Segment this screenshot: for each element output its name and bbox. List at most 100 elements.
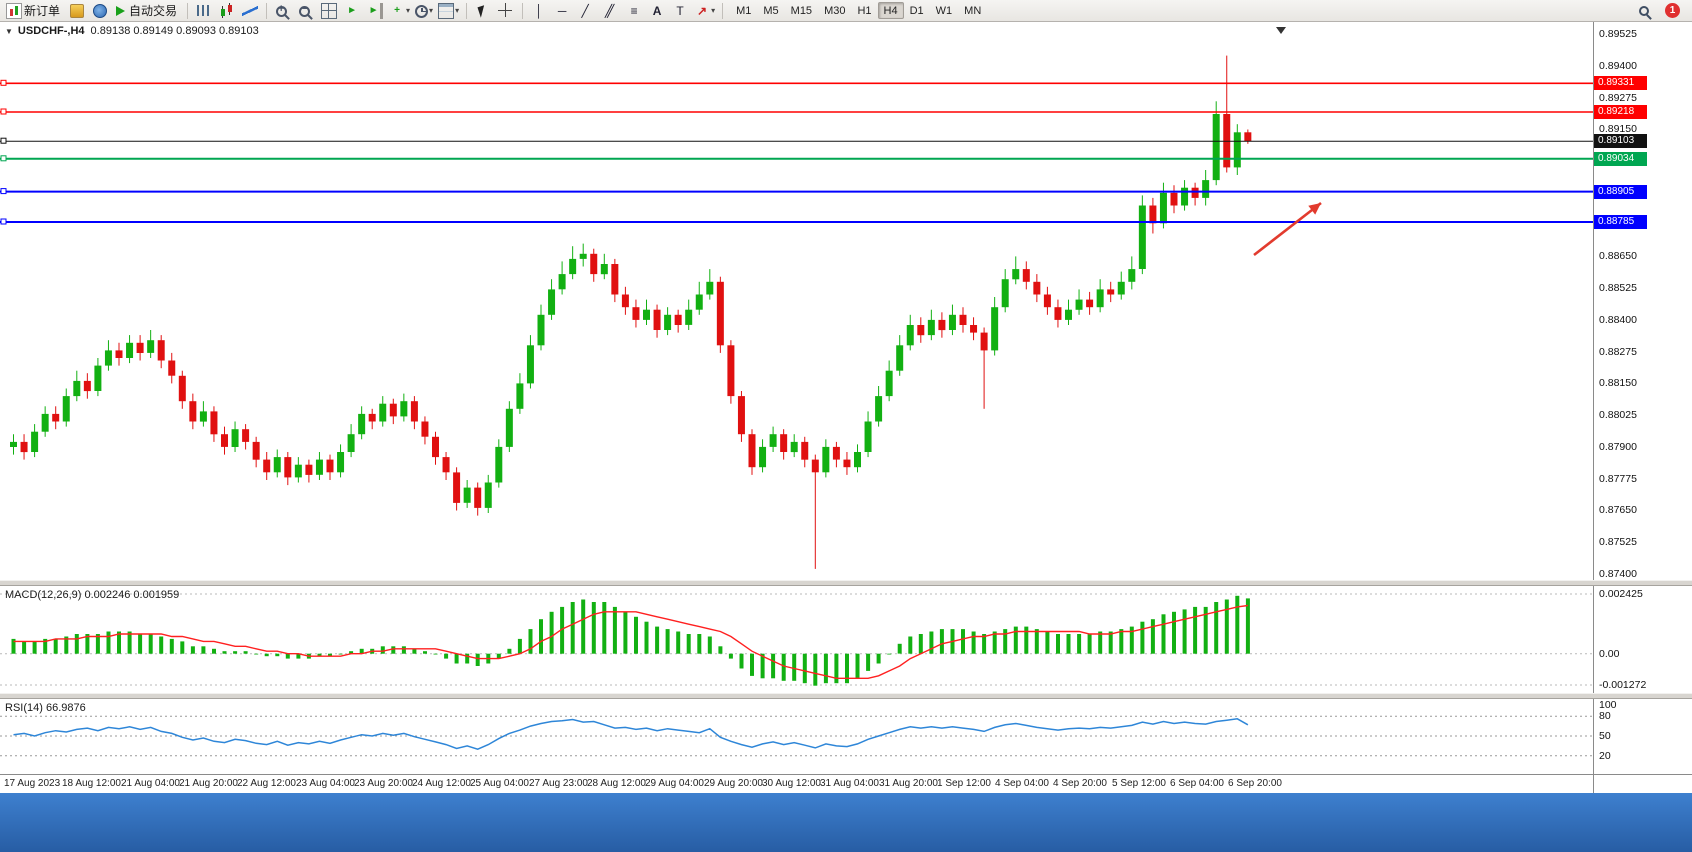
macd-histogram-bar [11, 638, 16, 654]
timeframe-mn-button[interactable]: MN [958, 2, 987, 19]
timeframe-d1-button[interactable]: D1 [904, 2, 930, 19]
candle-body [474, 487, 482, 508]
zoom-out-button[interactable] [295, 1, 317, 21]
timeframe-m1-button[interactable]: M1 [730, 2, 757, 19]
timeframe-m5-button[interactable]: M5 [757, 2, 784, 19]
candle-body [1149, 205, 1157, 224]
macd-histogram-bar [1119, 629, 1124, 654]
price-axis[interactable]: 0.895250.894000.892750.891500.890250.889… [1593, 22, 1692, 580]
market-watch-button[interactable] [66, 1, 88, 21]
navigator-icon [93, 3, 108, 18]
macd-label: MACD(12,26,9) 0.002246 0.001959 [5, 589, 180, 601]
channel-button[interactable]: ╱╱ [597, 1, 622, 21]
chart-shift-button[interactable]: ► [364, 1, 386, 21]
time-axis-corner [1593, 775, 1692, 793]
templates-button[interactable]: ▾ [436, 1, 461, 21]
candle-body [1107, 289, 1115, 295]
arrows-tool-button[interactable]: ↗ ▾ [692, 1, 717, 21]
time-axis[interactable]: 17 Aug 2023 18 Aug 12:00 21 Aug 04:00 21 Au… [0, 774, 1692, 793]
price-axis-label: 0.89150 [1599, 123, 1637, 135]
tile-windows-button[interactable] [318, 1, 340, 21]
time-axis-label: 17 Aug 2023 [4, 778, 61, 789]
macd-signal-line [13, 604, 1248, 680]
bar-chart-button[interactable] [193, 1, 215, 21]
candlestick-chart-button[interactable] [216, 1, 238, 21]
timeframe-h4-button[interactable]: H4 [877, 2, 904, 19]
arrow-annotation[interactable] [1253, 201, 1322, 257]
price-line-handle[interactable] [0, 137, 7, 144]
price-axis-label: 0.87400 [1599, 568, 1637, 580]
auto-scroll-button[interactable]: ► [341, 1, 363, 21]
macd-histogram-bar [1172, 611, 1176, 654]
macd-histogram-bar [1056, 634, 1060, 654]
text-tool-button[interactable]: A [646, 1, 668, 21]
indicators-button[interactable]: + ▾ [387, 1, 412, 21]
macd-chart[interactable] [0, 586, 1594, 693]
candle-body [1022, 269, 1030, 282]
panel-splitter[interactable] [0, 580, 1692, 586]
candle-body [1096, 289, 1104, 308]
macd-histogram-bar [750, 653, 754, 676]
new-order-button[interactable]: 新订单 [4, 1, 65, 21]
price-axis-label: 0.89400 [1599, 60, 1637, 72]
panel-splitter[interactable] [0, 693, 1692, 699]
time-axis-label: 4 Sep 04:00 [995, 778, 1049, 789]
price-chart[interactable] [0, 22, 1594, 580]
candle-body [326, 459, 334, 473]
time-axis-label: 18 Aug 12:00 [62, 778, 121, 789]
search-button[interactable] [1635, 1, 1657, 21]
time-axis-label: 29 Aug 20:00 [704, 778, 763, 789]
auto-trading-button[interactable]: 自动交易 [112, 1, 182, 21]
macd-histogram-bar [169, 638, 174, 654]
price-line-handle[interactable] [0, 108, 7, 115]
macd-histogram-bar [1034, 629, 1039, 654]
price-line-handle[interactable] [0, 155, 7, 162]
rsi-chart[interactable] [0, 699, 1594, 774]
navigator-button[interactable] [89, 1, 111, 21]
toolbar-right: 1 [1635, 1, 1688, 21]
chart-collapse-icon[interactable]: ▼ [5, 26, 13, 36]
crosshair-button[interactable] [495, 1, 517, 21]
macd-histogram-bar [591, 602, 596, 654]
text-label-button[interactable]: T [669, 1, 691, 21]
timeframe-h1-button[interactable]: H1 [851, 2, 877, 19]
macd-histogram-bar [328, 653, 332, 657]
candle-body [242, 429, 250, 442]
trendline-button[interactable]: ╱ [574, 1, 596, 21]
fibonacci-button[interactable]: ≡ [623, 1, 645, 21]
candle-body [252, 441, 260, 460]
cursor-button[interactable] [472, 1, 494, 21]
line-chart-button[interactable] [239, 1, 261, 21]
vertical-line-button[interactable]: │ [528, 1, 550, 21]
timeframe-w1-button[interactable]: W1 [930, 2, 959, 19]
timeframe-m15-button[interactable]: M15 [785, 2, 818, 19]
candle-body [432, 436, 439, 458]
macd-histogram-bar [887, 653, 892, 655]
horizontal-line-button[interactable]: ─ [551, 1, 573, 21]
price-line-handle[interactable] [0, 218, 7, 225]
auto-trading-label: 自动交易 [129, 4, 178, 18]
channel-icon: ╱╱ [604, 3, 614, 18]
chart-shift-marker[interactable] [1276, 27, 1286, 34]
candle-body [632, 307, 640, 320]
crosshair-icon [498, 2, 515, 19]
time-axis-label: 25 Aug 04:00 [470, 778, 529, 789]
ohlc-values: 0.89138 0.89149 0.89093 0.89103 [90, 25, 259, 37]
timeframe-m30-button[interactable]: M30 [818, 2, 851, 19]
zoom-in-button[interactable] [272, 1, 294, 21]
candle-body [337, 452, 345, 473]
text-tool-icon: A [652, 3, 662, 18]
macd-histogram-bar [444, 653, 449, 659]
candle-body [41, 413, 49, 432]
macd-histogram-bar [908, 636, 913, 654]
price-line-handle[interactable] [0, 188, 7, 195]
periods-button[interactable]: ▾ [413, 1, 435, 21]
price-line-handle[interactable] [0, 79, 7, 86]
rsi-axis-label: 80 [1599, 710, 1611, 722]
time-axis-label: 1 Sep 12:00 [937, 778, 991, 789]
notification-badge[interactable]: 1 [1665, 3, 1680, 18]
macd-histogram-bar [581, 599, 586, 654]
macd-histogram-bar [802, 653, 807, 684]
time-axis-label: 27 Aug 23:00 [529, 778, 588, 789]
